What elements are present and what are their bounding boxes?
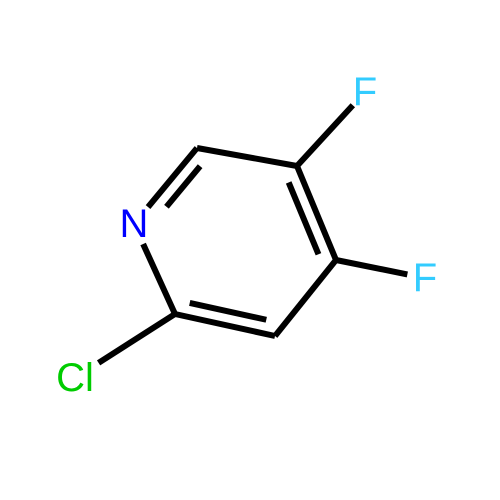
bond	[297, 105, 353, 166]
bond	[99, 314, 175, 363]
atom-label-f5: F	[353, 70, 377, 114]
bond	[275, 260, 336, 336]
molecule-diagram: N Cl F F	[0, 0, 500, 500]
bond	[336, 260, 407, 274]
bond-inner	[289, 182, 319, 254]
bond-inner	[166, 166, 200, 207]
atom-label-cl: Cl	[56, 356, 94, 400]
bond	[197, 148, 297, 166]
bond	[143, 244, 175, 314]
atom-label-n: N	[120, 202, 149, 246]
atom-label-f4: F	[413, 256, 437, 300]
